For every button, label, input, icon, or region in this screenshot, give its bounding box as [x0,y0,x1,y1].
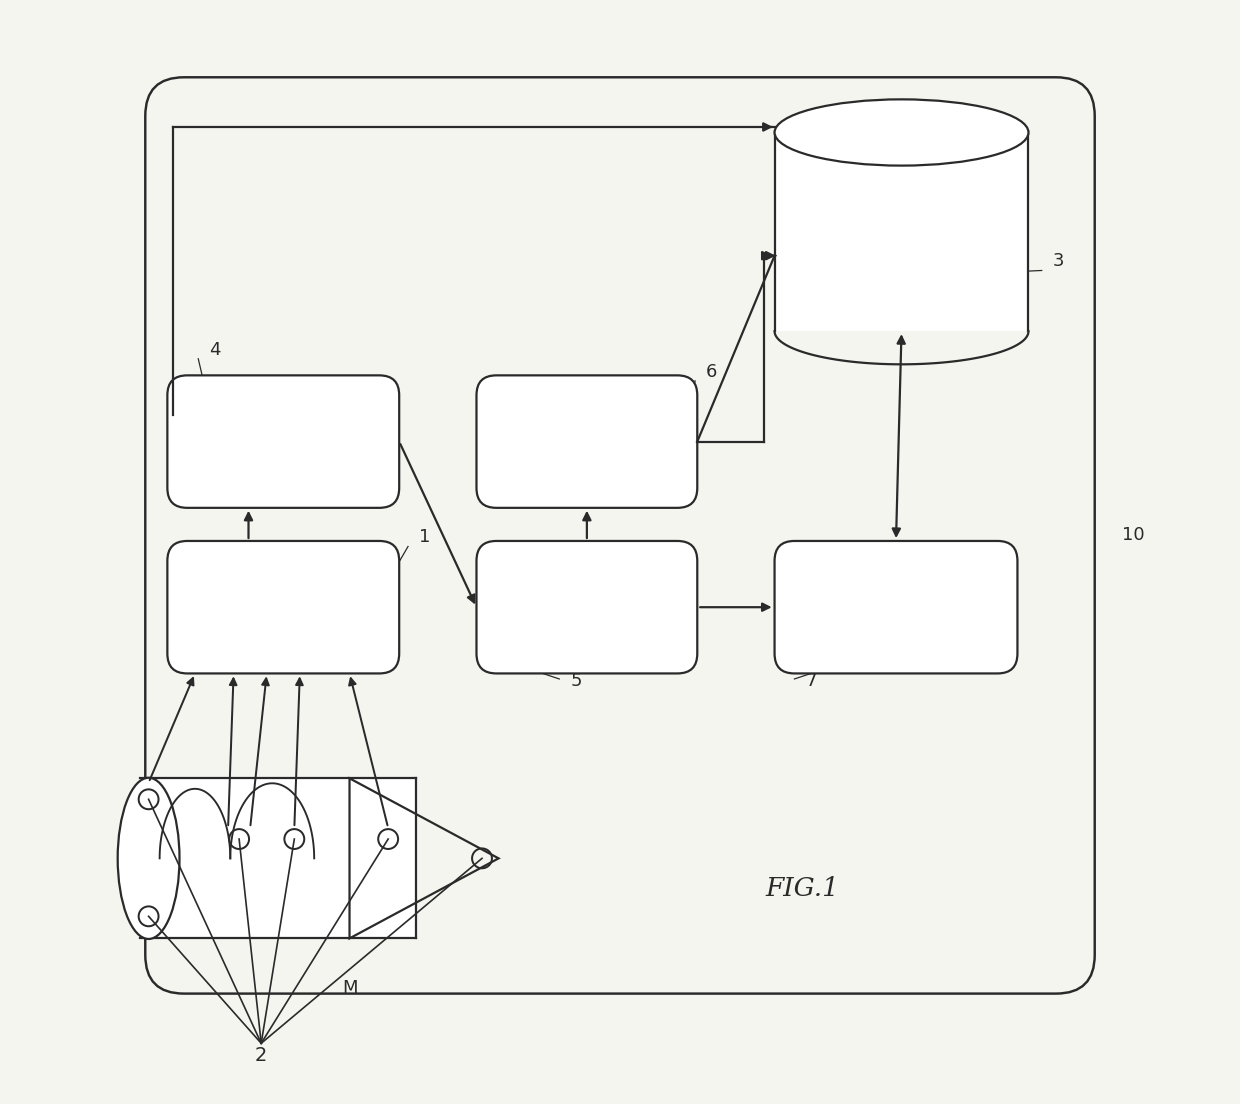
FancyBboxPatch shape [145,77,1095,994]
Polygon shape [140,778,415,938]
Ellipse shape [118,777,180,938]
Polygon shape [775,132,1028,331]
Text: 7: 7 [806,672,817,690]
Text: 2: 2 [255,1047,268,1065]
Ellipse shape [775,99,1028,166]
FancyBboxPatch shape [167,375,399,508]
Text: 3: 3 [1053,253,1064,270]
Text: 1: 1 [419,529,430,546]
FancyBboxPatch shape [167,541,399,673]
Text: 6: 6 [706,363,718,381]
Text: M: M [342,979,357,997]
Text: 5: 5 [570,672,582,690]
Text: 10: 10 [1122,527,1145,544]
FancyBboxPatch shape [775,541,1018,673]
FancyBboxPatch shape [476,375,697,508]
Text: 4: 4 [210,341,221,359]
Text: FIG.1: FIG.1 [765,877,839,901]
FancyBboxPatch shape [476,541,697,673]
